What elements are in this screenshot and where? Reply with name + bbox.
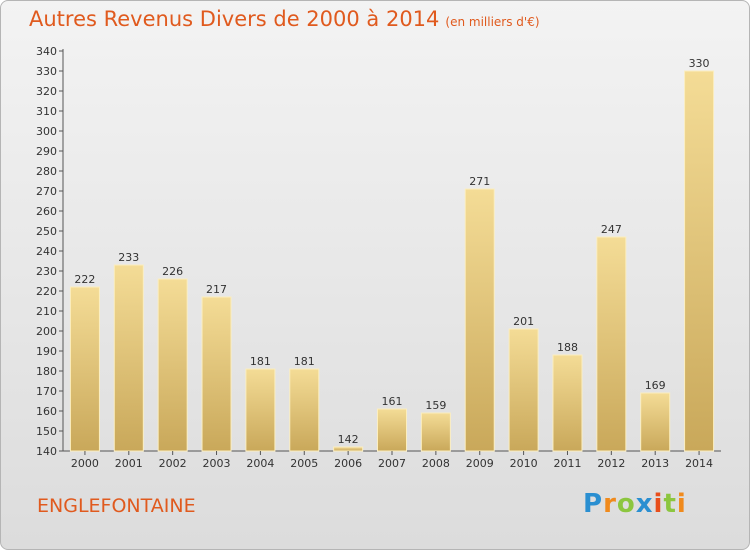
x-tick-label: 2000 <box>71 457 99 470</box>
chart-title: Autres Revenus Divers de 2000 à 2014 (en … <box>29 7 540 31</box>
x-tick-label: 2014 <box>685 457 713 470</box>
bar <box>596 236 627 452</box>
x-tick-label: 2004 <box>246 457 274 470</box>
y-tick-label: 340 <box>36 45 57 58</box>
bar-value-label: 169 <box>645 379 666 392</box>
x-tick-label: 2008 <box>422 457 450 470</box>
y-tick-label: 320 <box>36 85 57 98</box>
proxiti-logo: Proxiti <box>583 489 687 519</box>
y-tick-label: 210 <box>36 305 57 318</box>
chart-title-text: Autres Revenus Divers de 2000 à 2014 <box>29 7 440 31</box>
bar <box>333 446 364 452</box>
bar-value-label: 159 <box>425 399 446 412</box>
y-tick-label: 300 <box>36 125 57 138</box>
x-tick-label: 2003 <box>203 457 231 470</box>
y-tick-label: 290 <box>36 145 57 158</box>
bar <box>464 188 495 452</box>
bar-value-label: 181 <box>294 355 315 368</box>
y-tick-label: 170 <box>36 385 57 398</box>
x-tick-label: 2010 <box>510 457 538 470</box>
y-tick-label: 260 <box>36 205 57 218</box>
bar-value-label: 188 <box>557 341 578 354</box>
bar-value-label: 217 <box>206 283 227 296</box>
bar <box>201 296 232 452</box>
logo-letter: P <box>583 489 604 519</box>
bar <box>420 412 451 452</box>
y-tick-label: 310 <box>36 105 57 118</box>
bar <box>113 264 144 452</box>
bar-value-label: 271 <box>469 175 490 188</box>
bar <box>684 70 715 452</box>
y-tick-label: 250 <box>36 225 57 238</box>
bar-value-label: 233 <box>118 251 139 264</box>
y-tick-label: 280 <box>36 165 57 178</box>
y-tick-label: 270 <box>36 185 57 198</box>
town-name: ENGLEFONTAINE <box>37 495 196 517</box>
x-tick-label: 2013 <box>641 457 669 470</box>
x-tick-label: 2009 <box>466 457 494 470</box>
bar-value-label: 247 <box>601 223 622 236</box>
y-tick-label: 140 <box>36 445 57 458</box>
bar <box>289 368 320 452</box>
bar <box>552 354 583 452</box>
bar <box>245 368 276 452</box>
chart-title-unit: (en milliers d'€) <box>445 15 540 29</box>
logo-letter: x <box>635 489 654 519</box>
bar-value-label: 142 <box>338 433 359 446</box>
logo-letter: i <box>653 489 664 519</box>
x-tick-label: 2002 <box>159 457 187 470</box>
y-tick-label: 330 <box>36 65 57 78</box>
bar-value-label: 330 <box>689 57 710 70</box>
bar-value-label: 226 <box>162 265 183 278</box>
logo-letter: o <box>616 489 636 519</box>
x-tick-label: 2005 <box>290 457 318 470</box>
logo-letter: i <box>676 489 687 519</box>
bar-value-label: 222 <box>74 273 95 286</box>
x-tick-label: 2007 <box>378 457 406 470</box>
y-tick-label: 150 <box>36 425 57 438</box>
y-tick-label: 160 <box>36 405 57 418</box>
x-tick-label: 2011 <box>553 457 581 470</box>
logo-letter: r <box>603 489 617 519</box>
x-tick-label: 2012 <box>597 457 625 470</box>
y-tick-label: 190 <box>36 345 57 358</box>
logo-letter: t <box>663 489 677 519</box>
bar-value-label: 181 <box>250 355 271 368</box>
bar-value-label: 201 <box>513 315 534 328</box>
y-tick-label: 180 <box>36 365 57 378</box>
bar <box>640 392 671 452</box>
y-tick-label: 240 <box>36 245 57 258</box>
bar <box>377 408 407 452</box>
x-tick-label: 2006 <box>334 457 362 470</box>
y-tick-label: 200 <box>36 325 57 338</box>
y-tick-label: 220 <box>36 285 57 298</box>
bar-value-label: 161 <box>382 395 403 408</box>
bar <box>69 286 100 452</box>
y-tick-label: 230 <box>36 265 57 278</box>
bar <box>157 278 188 452</box>
x-tick-label: 2001 <box>115 457 143 470</box>
bar <box>508 328 539 452</box>
